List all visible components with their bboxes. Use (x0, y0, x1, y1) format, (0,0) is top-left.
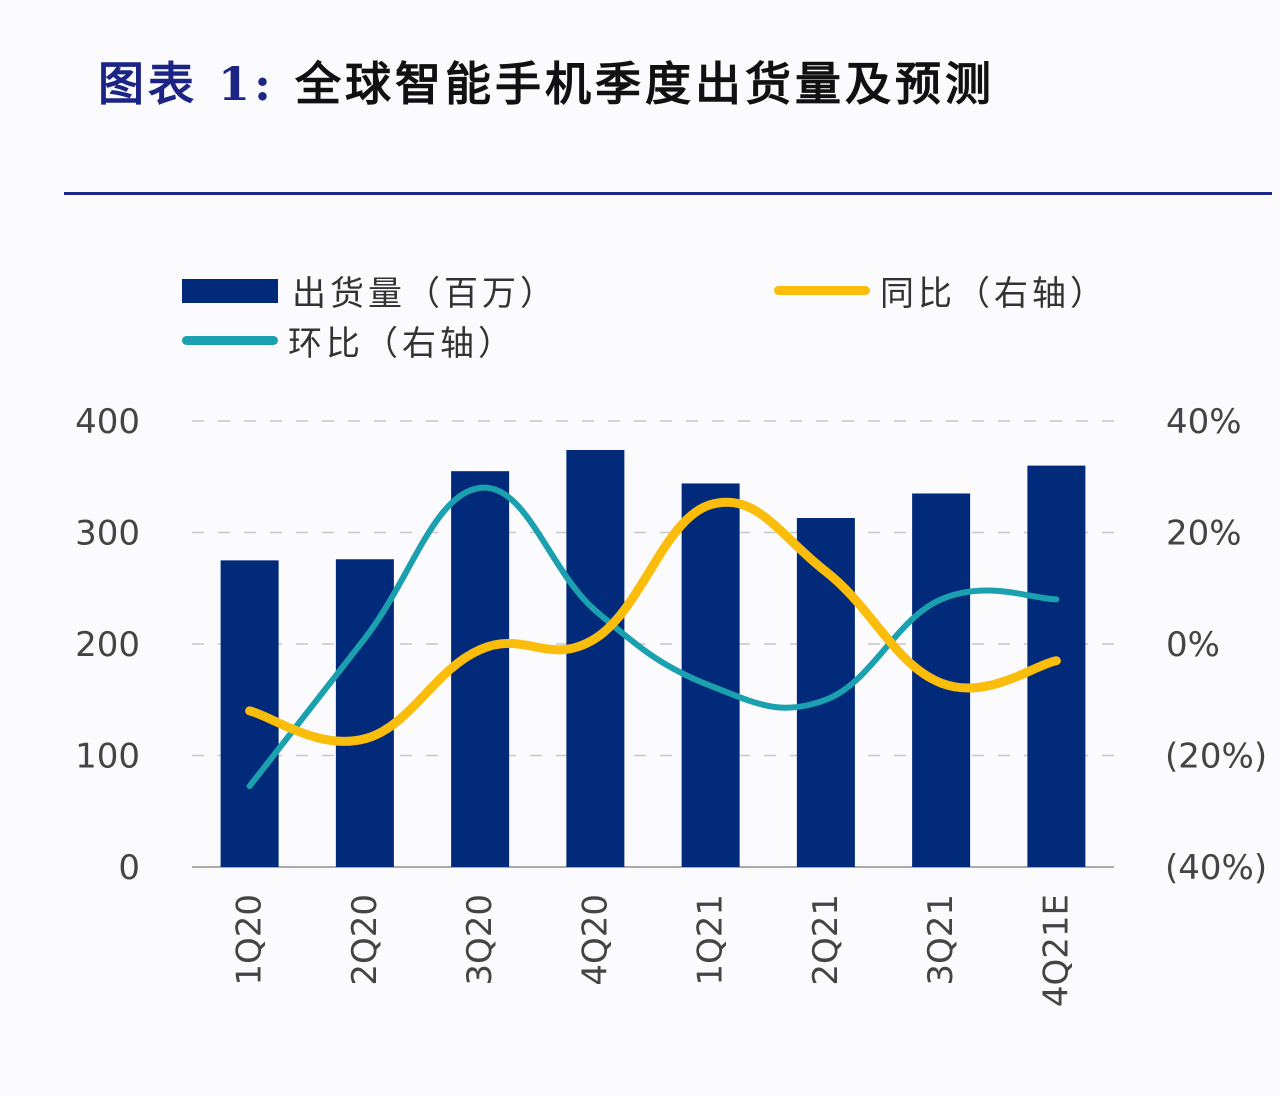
x-tick-label: 1Q20 (230, 894, 270, 986)
right-tick-label: 40% (1166, 402, 1242, 442)
chart-title-prefix: 图表 1: (98, 57, 276, 111)
legend-item-qoq: 环比（右轴） (182, 316, 516, 365)
right-tick-label: 20% (1166, 514, 1242, 554)
title-divider (64, 192, 1272, 195)
legend-swatch-qoq (182, 336, 278, 345)
left-tick-label: 100 (75, 737, 140, 777)
x-tick-label: 4Q21E (1036, 894, 1076, 1007)
legend-swatch-yoy (774, 286, 870, 295)
x-tick-label: 4Q20 (575, 894, 615, 986)
right-axis: (40%) (20%) 0% 20% 40% (1165, 402, 1267, 888)
legend-label-shipments: 出货量（百万） (292, 274, 558, 314)
x-tick-label: 3Q21 (921, 894, 961, 986)
bars (220, 449, 1086, 867)
gridlines (192, 420, 1114, 868)
x-tick-label: 2Q21 (806, 894, 846, 986)
left-tick-label: 200 (75, 625, 140, 665)
right-tick-label: 0% (1166, 625, 1220, 665)
legend-item-yoy: 同比（右轴） (774, 266, 1108, 315)
left-axis: 0 100 200 300 400 (75, 402, 140, 888)
right-tick-label: (20%) (1165, 737, 1267, 777)
lines (245, 484, 1061, 790)
legend-label-yoy: 同比（右轴） (880, 274, 1108, 314)
left-tick-label: 300 (75, 514, 140, 554)
left-tick-label: 0 (118, 848, 140, 888)
legend-swatch-shipments (182, 278, 278, 303)
x-tick-label: 2Q20 (345, 894, 385, 986)
legend-item-shipments: 出货量（百万） (182, 266, 558, 315)
x-axis: 1Q20 2Q20 3Q20 4Q20 1Q21 2Q21 3Q21 4Q21E (230, 894, 1077, 1007)
x-tick-label: 3Q20 (460, 894, 500, 986)
bar (566, 449, 625, 867)
x-tick-label: 1Q21 (691, 894, 731, 986)
chart-title: 图表 1: 全球智能手机季度出货量及预测 (98, 48, 995, 114)
right-tick-label: (40%) (1165, 848, 1267, 888)
chart-title-main: 全球智能手机季度出货量及预测 (295, 57, 996, 111)
bar (451, 471, 510, 867)
yoy-line (245, 497, 1061, 746)
left-tick-label: 400 (75, 402, 140, 442)
qoq-line (246, 484, 1060, 790)
legend-label-qoq: 环比（右轴） (288, 324, 516, 364)
